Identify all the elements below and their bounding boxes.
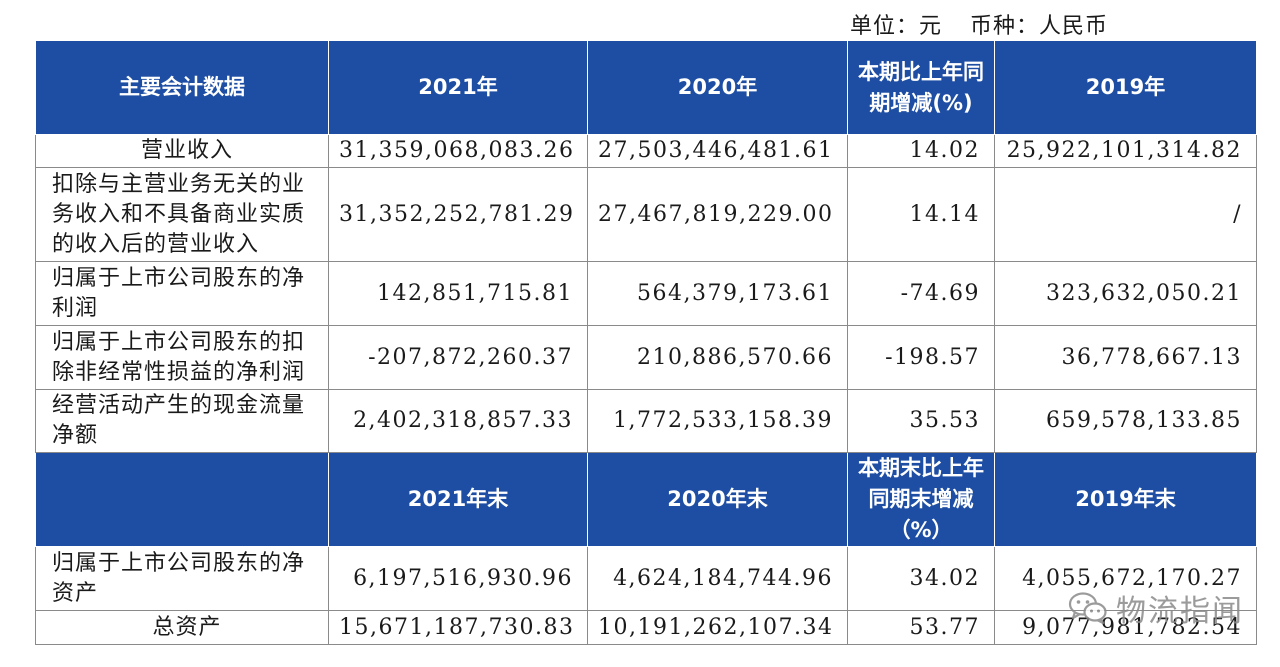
table-row: 归属于上市公司股东的净资产 6,197,516,930.96 4,624,184… [35,546,1257,611]
header-cell: 2021年 [328,40,588,135]
watermark-text: 物流指闻 [1116,594,1244,629]
header-cell: 2021年末 [328,452,588,547]
table-row: 总资产 15,671,187,730.83 10,191,262,107.34 … [35,610,1257,645]
currency-label: 币种：人民币 [970,14,1109,39]
table-row: 归属于上市公司股东的扣除非经常性损益的净利润 -207,872,260.37 2… [35,325,1257,390]
value-2019: / [994,167,1257,262]
value-2019: 25,922,101,314.82 [994,134,1257,168]
value-2021: 6,197,516,930.96 [328,546,588,611]
header-cell: 本期比上年同期增减(%) [847,40,995,135]
header-cell: 2020年 [587,40,848,135]
value-2020: 210,886,570.66 [587,325,848,390]
value-change: -198.57 [847,325,995,390]
wechat-icon [1068,592,1107,625]
table-row: 扣除与主营业务无关的业务收入和不具备商业实质的收入后的营业收入 31,352,2… [35,167,1257,262]
value-2021: 2,402,318,857.33 [328,389,588,453]
value-2021: 15,671,187,730.83 [328,610,588,645]
row-label: 总资产 [35,610,329,645]
table-row: 营业收入 31,359,068,083.26 27,503,446,481.61… [35,134,1257,168]
unit-label: 单位：元 [850,14,943,39]
header-cell: 本期末比上年同期末增减（%） [847,452,995,547]
table-header-row: 2021年末 2020年末 本期末比上年同期末增减（%） 2019年末 [35,452,1257,547]
header-cell: 2019年末 [994,452,1257,547]
header-cell: 主要会计数据 [35,40,329,135]
unit-line: 单位：元 币种：人民币 [850,8,1108,40]
row-label: 归属于上市公司股东的净利润 [35,261,329,326]
value-2020: 564,379,173.61 [587,261,848,326]
value-2019: 36,778,667.13 [994,325,1257,390]
value-2020: 27,503,446,481.61 [587,134,848,168]
row-label: 归属于上市公司股东的净资产 [35,546,329,611]
value-2019: 4,055,672,170.27 [994,546,1257,611]
row-label: 经营活动产生的现金流量净额 [35,389,329,453]
value-change: 14.14 [847,167,995,262]
financial-data-table: 主要会计数据 2021年 2020年 本期比上年同期增减(%) 2019年 营业… [35,40,1257,645]
value-2021: -207,872,260.37 [328,325,588,390]
value-2019: 659,578,133.85 [994,389,1257,453]
value-2019: 323,632,050.21 [994,261,1257,326]
value-2021: 31,359,068,083.26 [328,134,588,168]
value-2021: 31,352,252,781.29 [328,167,588,262]
value-change: 53.77 [847,610,995,645]
header-cell: 2019年 [994,40,1257,135]
row-label: 扣除与主营业务无关的业务收入和不具备商业实质的收入后的营业收入 [35,167,329,262]
value-2020: 4,624,184,744.96 [587,546,848,611]
value-change: 35.53 [847,389,995,453]
table-row: 经营活动产生的现金流量净额 2,402,318,857.33 1,772,533… [35,389,1257,453]
value-change: 14.02 [847,134,995,168]
value-2020: 27,467,819,229.00 [587,167,848,262]
value-2020: 1,772,533,158.39 [587,389,848,453]
watermark: 物流指闻 [1068,586,1244,630]
row-label: 归属于上市公司股东的扣除非经常性损益的净利润 [35,325,329,390]
value-2019: 9,077,981,782.54 [994,610,1257,645]
table-header-row: 主要会计数据 2021年 2020年 本期比上年同期增减(%) 2019年 [35,40,1257,135]
value-change: 34.02 [847,546,995,611]
value-change: -74.69 [847,261,995,326]
value-2020: 10,191,262,107.34 [587,610,848,645]
row-label: 营业收入 [35,134,329,168]
table-row: 归属于上市公司股东的净利润 142,851,715.81 564,379,173… [35,261,1257,326]
value-2021: 142,851,715.81 [328,261,588,326]
header-cell [35,452,329,547]
header-cell: 2020年末 [587,452,848,547]
